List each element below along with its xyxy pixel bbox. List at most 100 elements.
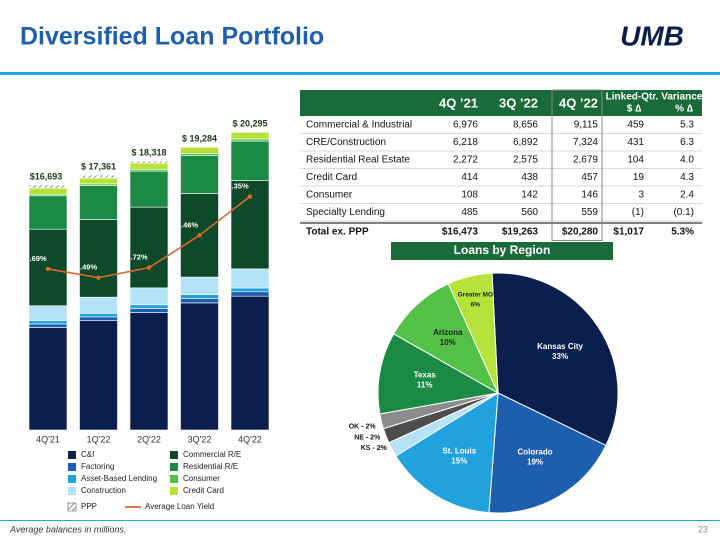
- x-tick-label: 4Q'22: [238, 434, 262, 444]
- slice-label: Arizona: [433, 328, 463, 337]
- bar-segment: [79, 313, 118, 318]
- cell: 485: [461, 207, 478, 218]
- footer-rule: [0, 520, 720, 521]
- bar-segment: [129, 312, 169, 431]
- legend-label: Credit Card: [183, 486, 224, 495]
- bar-segment: [129, 287, 169, 306]
- x-tick-label: 2Q'22: [137, 434, 161, 444]
- bar-segment: [180, 302, 219, 431]
- line-point: [197, 233, 202, 238]
- bar-segment: [79, 177, 118, 185]
- legend-swatch: [68, 487, 76, 495]
- x-tick-label: 4Q'21: [36, 434, 60, 444]
- cell: $1,017: [613, 226, 644, 237]
- legend-swatch: [68, 475, 76, 483]
- legend-swatch: [68, 463, 76, 471]
- bar-segment: [230, 140, 270, 181]
- x-tick-label: 1Q'22: [87, 434, 111, 444]
- page-number: 23: [698, 524, 708, 534]
- bar-segment: [79, 320, 118, 431]
- bar-segment: [28, 195, 68, 230]
- legend-label: Commercial R/E: [183, 450, 241, 459]
- column-header: % ∆: [675, 104, 693, 115]
- row-label: Total ex. PPP: [306, 226, 369, 237]
- data-label: 3.72%: [126, 253, 148, 262]
- data-label: 3.49%: [76, 263, 98, 272]
- bar-segment: [230, 131, 270, 140]
- cell: 6.3: [680, 137, 694, 148]
- legend-swatch: [170, 475, 178, 483]
- total-label: $ 20,295: [232, 118, 267, 128]
- data-label: 3.69%: [25, 254, 47, 263]
- cell: 438: [521, 172, 538, 183]
- bar-segment: [79, 219, 118, 298]
- cell: 19: [633, 172, 645, 183]
- pie-slice: [377, 333, 500, 415]
- cell: 560: [521, 207, 538, 218]
- row-label: Residential Real Estate: [306, 154, 410, 165]
- bar-segment: [28, 323, 68, 328]
- cell: 9,115: [574, 119, 599, 130]
- bar-segment: [129, 162, 169, 170]
- pie-slice: [491, 272, 619, 447]
- bar-segment: [180, 153, 219, 156]
- bar-segment: [230, 268, 270, 289]
- total-label: $ 18,318: [131, 147, 166, 157]
- cell: 108: [461, 189, 478, 200]
- cell: 2,679: [573, 154, 598, 165]
- cell: (1): [632, 207, 644, 218]
- cell: 5.3: [680, 119, 694, 130]
- bar-segment: [180, 146, 219, 154]
- cell: 2,272: [453, 154, 478, 165]
- column-header: Linked-Qtr. Variance: [606, 92, 703, 103]
- legend-swatch: [67, 502, 77, 512]
- cell: 4.3: [680, 172, 694, 183]
- cell: $16,473: [442, 226, 479, 237]
- bar-segment: [230, 291, 270, 297]
- slice-label: KS - 2%: [361, 445, 388, 452]
- bar-segment: [230, 180, 270, 270]
- slice-label: St. Louis: [442, 447, 476, 456]
- bar-segment: [129, 308, 169, 313]
- slice-value: 19%: [527, 458, 543, 467]
- cell: 414: [461, 172, 478, 183]
- row-label: Commercial & Industrial: [306, 119, 412, 130]
- pie-slice: [395, 392, 499, 514]
- slice-value: 11%: [417, 381, 433, 390]
- bar-segment: [180, 298, 219, 304]
- column-header: 4Q ’22: [559, 95, 598, 110]
- total-label: $16,693: [30, 171, 63, 181]
- column-header: $ ∆: [627, 104, 641, 115]
- slice-label: OK - 2%: [349, 424, 377, 431]
- bar-segment: [230, 287, 270, 293]
- line-point: [247, 194, 253, 199]
- legend-label: Average Loan Yield: [145, 502, 214, 511]
- pie-slice: [447, 272, 499, 394]
- slice-label: Greater MO: [458, 291, 493, 298]
- pie-slice: [488, 392, 607, 514]
- cell: 3: [638, 189, 644, 200]
- line-point: [45, 266, 51, 272]
- row-label: Consumer: [306, 189, 353, 200]
- cell: $19,263: [502, 226, 539, 237]
- cell: 8,656: [513, 119, 538, 130]
- legend-swatch: [170, 487, 178, 495]
- bar-segment: [28, 187, 68, 195]
- cell: 2.4: [680, 189, 694, 200]
- bar-segment: [180, 276, 219, 295]
- data-label: 4.46%: [177, 220, 199, 229]
- legend-swatch: [68, 451, 76, 459]
- cell: 431: [627, 137, 644, 148]
- table-header: [300, 90, 702, 116]
- header-rule: [0, 72, 720, 75]
- cell: 142: [521, 189, 538, 200]
- total-label: $ 19,284: [182, 133, 217, 143]
- slice-value: 33%: [552, 352, 568, 361]
- row-label: Credit Card: [306, 172, 357, 183]
- line-point: [96, 275, 101, 280]
- bar-segment: [79, 296, 118, 314]
- pie-header: [391, 242, 613, 260]
- bar-segment: [129, 304, 169, 309]
- cell: 457: [581, 172, 598, 183]
